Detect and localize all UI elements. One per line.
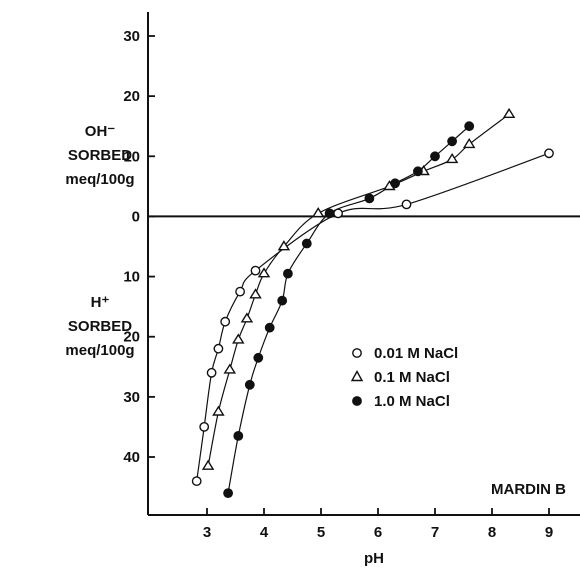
- y-label-bottom-line-3: meq/100g: [65, 342, 134, 359]
- data-point-series-0: [333, 208, 343, 219]
- data-point-series-2: [253, 352, 264, 363]
- legend-item-1: 0.1 M NaCl: [350, 369, 450, 386]
- data-point-series-2: [390, 178, 400, 189]
- data-point-series-2: [364, 193, 375, 204]
- data-point-series-0: [235, 286, 246, 297]
- legend: 0.01 M NaCl 0.1 M NaCl 1.0 M NaCl: [350, 345, 458, 410]
- data-point-series-2: [324, 208, 335, 219]
- data-point-series-0: [199, 421, 210, 432]
- tick-labels: 30 20 10 0 10 20 30 40 3 4 5 6 7 8 9: [123, 28, 553, 541]
- data-point-series-2: [412, 166, 423, 177]
- series-markers: [191, 107, 554, 498]
- legend-marker-filled-circle: [352, 396, 362, 406]
- x-tick-label: 5: [317, 524, 325, 541]
- y-tick-label: 10: [123, 269, 140, 286]
- y-label-top-line-1: OH⁻: [85, 123, 116, 140]
- x-tick-label: 7: [431, 524, 439, 541]
- data-point-series-1: [232, 333, 245, 344]
- legend-label-1: 0.1 M NaCl: [374, 369, 450, 386]
- legend-label-0: 0.01 M NaCl: [374, 345, 458, 362]
- y-tick-label: 0: [132, 208, 140, 225]
- series-curves: [196, 113, 550, 494]
- series-line-2: [227, 125, 470, 494]
- x-tick-label: 9: [545, 524, 553, 541]
- data-point-series-0: [401, 199, 412, 210]
- legend-item-2: 1.0 M NaCl: [352, 393, 450, 410]
- data-point-series-2: [464, 121, 475, 132]
- data-point-series-1: [462, 137, 476, 149]
- axes: [147, 12, 580, 516]
- x-tick-label: 4: [260, 524, 269, 541]
- data-point-series-1: [445, 152, 459, 164]
- data-point-series-1: [502, 107, 516, 119]
- y-tick-label: 30: [123, 28, 140, 45]
- data-point-series-2: [264, 322, 275, 333]
- data-point-series-0: [206, 367, 217, 378]
- data-point-series-1: [240, 312, 254, 323]
- data-point-series-2: [233, 430, 244, 441]
- x-tick-label: 3: [203, 524, 211, 541]
- x-axis-label: pH: [364, 550, 384, 567]
- y-tick-label: 40: [123, 449, 140, 466]
- y-label-bottom-line-1: H⁺: [91, 294, 110, 311]
- data-point-series-2: [277, 295, 288, 306]
- data-point-series-0: [213, 343, 224, 354]
- data-point-series-1: [249, 288, 262, 299]
- data-point-series-1: [201, 459, 215, 470]
- data-point-series-1: [257, 267, 271, 278]
- data-point-series-0: [220, 316, 231, 327]
- y-tick-label: 10: [123, 148, 140, 165]
- data-point-series-2: [301, 238, 312, 249]
- data-point-series-1: [277, 240, 291, 251]
- data-point-series-0: [191, 476, 202, 486]
- y-tick-label: 20: [123, 329, 140, 346]
- data-point-series-1: [212, 405, 225, 416]
- y-tick-label: 30: [123, 389, 140, 406]
- series-line-1: [207, 113, 510, 467]
- panel-label: MARDIN B: [491, 481, 566, 498]
- data-point-series-2: [244, 379, 255, 390]
- data-point-series-0: [544, 148, 554, 159]
- y-label-top-line-3: meq/100g: [65, 171, 134, 188]
- legend-marker-open-triangle: [350, 370, 364, 382]
- y-tick-label: 20: [123, 88, 140, 105]
- x-tick-label: 8: [488, 524, 496, 541]
- y-label-bottom-line-2: SORBED: [68, 318, 132, 335]
- legend-label-2: 1.0 M NaCl: [374, 393, 450, 410]
- data-point-series-2: [282, 268, 293, 279]
- legend-item-0: 0.01 M NaCl: [352, 345, 458, 362]
- y-label-top-line-2: SORBED: [68, 147, 132, 164]
- data-point-series-1: [311, 207, 325, 218]
- data-point-series-0: [250, 265, 261, 276]
- legend-marker-open-circle: [352, 348, 362, 358]
- data-point-series-2: [447, 136, 457, 147]
- x-tick-label: 6: [374, 524, 382, 541]
- data-point-series-2: [223, 488, 234, 498]
- data-point-series-2: [430, 151, 440, 162]
- data-point-series-1: [223, 363, 237, 374]
